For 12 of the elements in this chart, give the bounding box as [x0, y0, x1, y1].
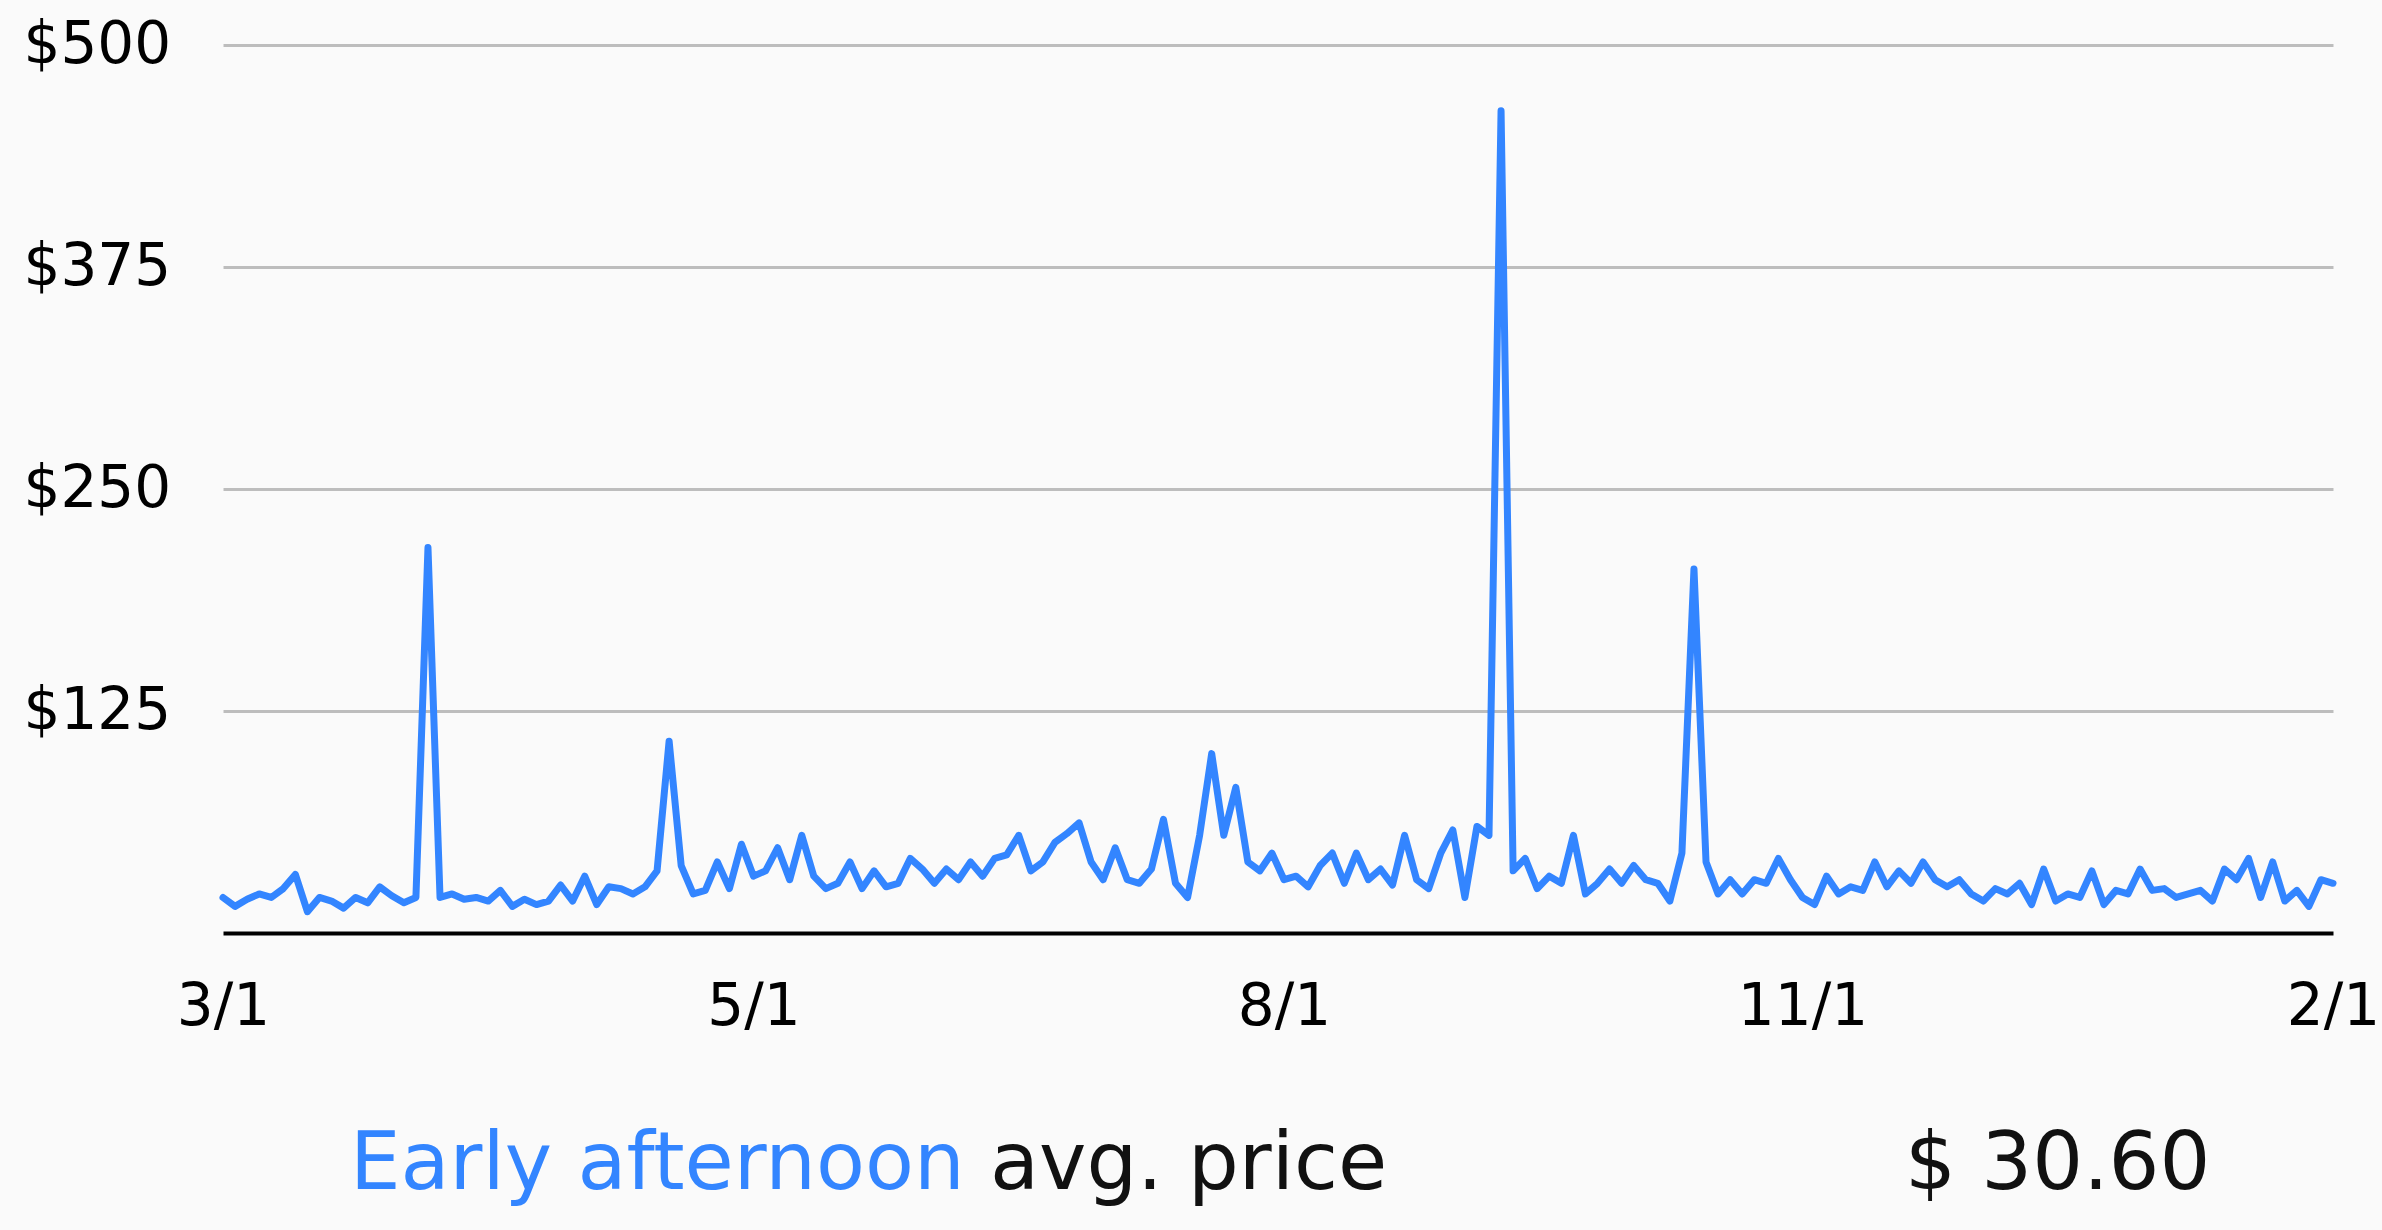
text: $ 30.60	[1905, 1115, 2211, 1208]
y-tick-label: $500	[23, 8, 172, 77]
y-tick-label: $125	[23, 674, 172, 743]
text: Early afternoon	[350, 1115, 965, 1208]
x-tick-label: 2/1	[2286, 970, 2381, 1039]
x-tick-label: 3/1	[176, 970, 271, 1039]
x-tick-label: 11/1	[1737, 970, 1869, 1039]
x-tick-label: 8/1	[1237, 970, 1332, 1039]
y-tick-label: $250	[23, 452, 172, 521]
x-tick-label: 5/1	[707, 970, 801, 1039]
y-tick-label: $375	[23, 230, 172, 299]
text: avg. price	[990, 1115, 1388, 1208]
